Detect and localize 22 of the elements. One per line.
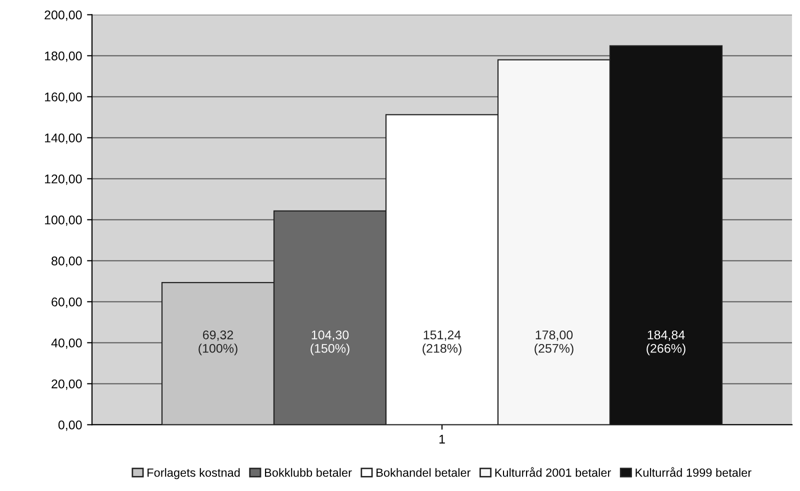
x-tick-label: 1 bbox=[439, 434, 445, 444]
data-label: 69,32 (100%) bbox=[198, 330, 238, 356]
data-label: 151,24 (218%) bbox=[422, 330, 462, 356]
data-label: 178,00 (257%) bbox=[534, 330, 574, 356]
y-tick-label: 120,00 bbox=[45, 174, 82, 185]
legend-label: Kulturråd 1999 betaler bbox=[636, 467, 752, 477]
y-tick-label: 200,00 bbox=[44, 10, 82, 21]
y-tick-label: 100,00 bbox=[45, 216, 82, 226]
y-tick-label: 20,00 bbox=[52, 380, 82, 390]
y-tick-label: 40,00 bbox=[51, 338, 82, 349]
y-tick-label: 180,00 bbox=[45, 52, 82, 62]
data-label: 104,30 (150%) bbox=[310, 330, 350, 356]
legend-label: Bokklubb betaler bbox=[264, 468, 352, 477]
legend-label: Forlagets kostnad bbox=[148, 468, 240, 480]
y-tick-label: 0,00 bbox=[58, 420, 82, 431]
y-tick-label: 140,00 bbox=[45, 134, 82, 144]
y-tick-label: 80,00 bbox=[52, 256, 82, 267]
y-tick-label: 160,00 bbox=[45, 92, 82, 103]
y-tick-label: 60,00 bbox=[52, 298, 82, 308]
data-label: 184,84 (266%) bbox=[646, 330, 686, 356]
legend-label: Kulturråd 2001 betaler bbox=[495, 467, 611, 477]
legend-label: Bokhandel betaler bbox=[376, 468, 471, 477]
